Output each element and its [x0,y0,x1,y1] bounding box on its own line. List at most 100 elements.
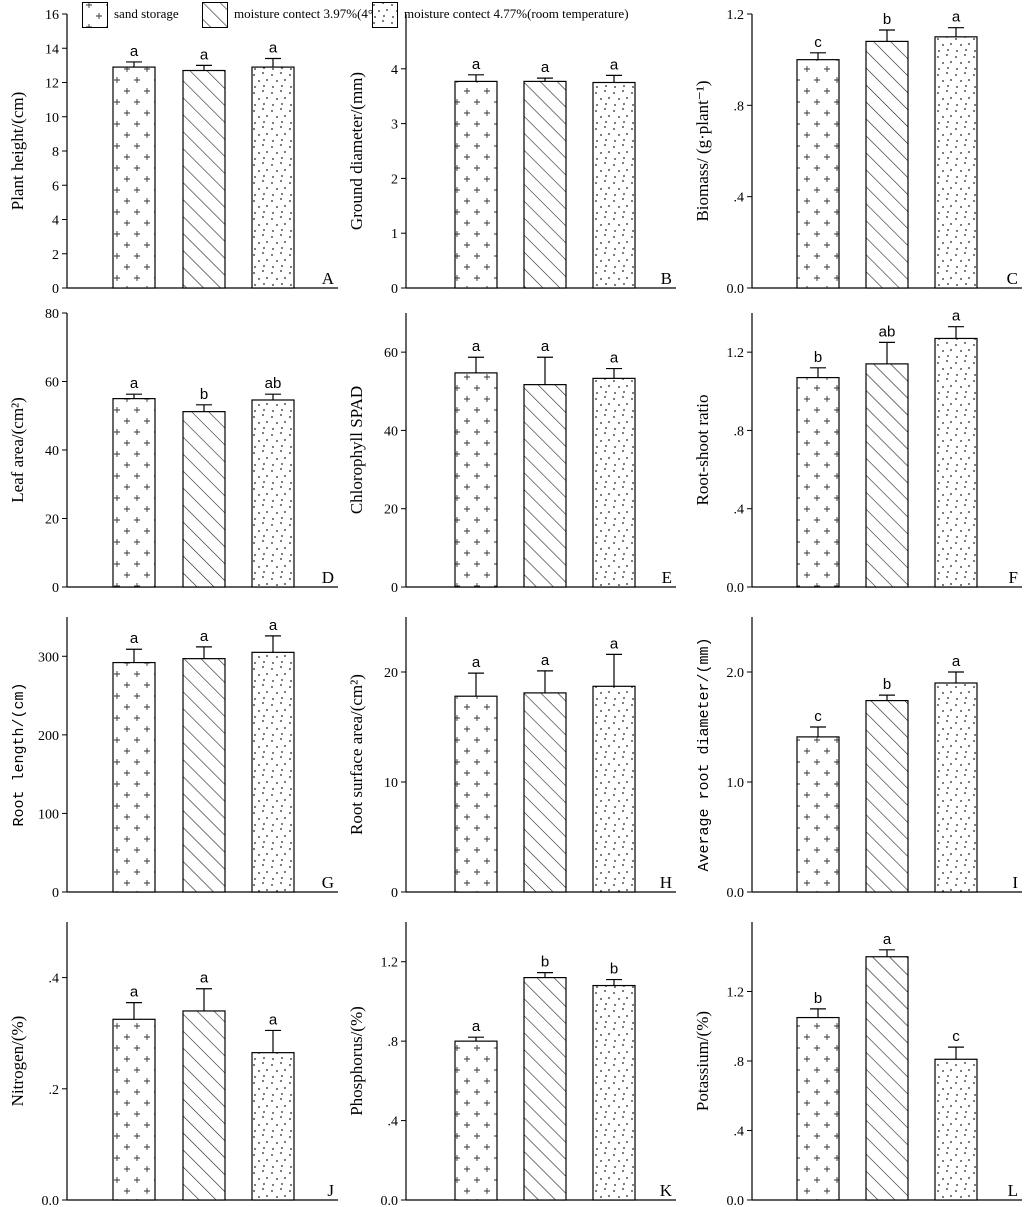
legend-item-moisture-4c: moisture contect 3.97%(4°C) [202,2,386,32]
y-axis-label: Average root diameter/(mm) [696,637,713,871]
panel-label: J [327,1181,334,1200]
bar-moisture-room-temp [251,66,295,289]
y-tick-label: 0.0 [727,886,745,901]
bar-moisture-4c [523,692,567,893]
significance-letter: a [541,338,550,355]
significance-letter: a [541,652,550,669]
y-tick-label: 0 [391,581,398,596]
y-tick-label: 0 [391,886,398,901]
bar-moisture-room-temp [934,1058,978,1201]
error-bar [196,646,212,659]
bar-moisture-room-temp [592,81,636,289]
y-axis-label: Potassium/(%) [693,1011,712,1111]
bar-moisture-4c [182,1010,226,1201]
error-bar [948,671,964,683]
bar-moisture-room-temp [251,1052,295,1201]
y-tick-label: .4 [734,1125,745,1140]
error-bar [606,653,622,687]
y-tick-label: 16 [45,8,59,23]
bar-sand-storage [112,66,156,289]
bar-moisture-4c [865,40,909,289]
legend-item-moisture-room-temp: moisture contect 4.77%(room temperature) [372,2,629,32]
error-bar [468,356,484,373]
significance-letter: a [952,653,961,670]
y-tick-label: 0 [391,282,398,297]
bar-sand-storage [454,695,498,893]
bar-moisture-room-temp [592,685,636,893]
significance-letter: b [814,990,822,1007]
y-tick-label: 0 [52,282,59,297]
error-bar [606,74,622,83]
y-axis-label: Phosphorus/(%) [347,1006,366,1116]
y-tick-label: 3 [391,118,398,133]
y-tick-label: 12 [45,77,59,92]
y-tick-label: 2 [52,248,59,263]
significance-letter: a [200,628,209,645]
significance-letter: a [130,43,139,60]
legend: sand storage moisture contect 3.97%(4°C)… [0,0,1024,36]
error-bar [606,978,622,986]
error-bar [537,77,553,82]
panel-k: 0.0 .4 .8 1.2 Phosphorus/(%) a b b K [347,922,676,1207]
legend-label: sand storage [114,6,179,21]
bar-sand-storage [112,661,156,893]
error-bar [879,949,895,957]
y-tick-label: 100 [38,807,59,822]
panel-label: L [1008,1181,1018,1200]
y-tick-label: 60 [45,376,59,391]
y-tick-label: 10 [45,111,59,126]
error-bar [468,672,484,697]
error-bar [606,367,622,379]
y-tick-label: 0.0 [727,581,745,596]
bar-sand-storage [112,1018,156,1201]
significance-letter: a [610,635,619,652]
bar-moisture-room-temp [251,651,295,893]
y-tick-label: 1.2 [727,8,745,23]
significance-letter: a [130,984,139,1001]
error-bar [810,726,826,737]
panel-f: 0.0 .4 .8 1.2 Root-shoot ratio b ab a F [693,308,1022,596]
error-bar [468,74,484,82]
bar-moisture-4c [182,69,226,289]
significance-letter: a [200,46,209,63]
y-tick-label: 40 [45,444,59,459]
y-tick-label: 200 [38,729,59,744]
significance-letter: b [200,386,208,403]
error-bar [948,27,964,37]
y-tick-label: .8 [734,424,745,439]
y-tick-label: .2 [49,1083,60,1098]
significance-letter: ab [265,375,282,392]
bar-sand-storage [796,1016,840,1201]
panel-g: 0 100 200 300 Root length/(cm) a a a G [11,617,338,901]
bar-moisture-4c [865,363,909,588]
error-bar [196,404,212,412]
significance-letter: a [883,931,892,948]
y-tick-label: 20 [384,503,398,518]
y-tick-label: 1.0 [727,776,745,791]
significance-letter: a [130,375,139,392]
bar-sand-storage [454,80,498,289]
panel-label: B [661,269,672,288]
panel-label: F [1009,568,1018,587]
bar-sand-storage [796,376,840,588]
panel-l: 0.0 .4 .8 1.2 Potassium/(%) b a c L [693,922,1022,1207]
y-tick-label: 4 [52,214,59,229]
y-tick-label: 1.2 [727,346,745,361]
y-tick-label: 1.2 [381,956,399,971]
y-tick-label: 1 [391,227,398,242]
y-tick-label: 0.0 [42,1194,60,1207]
y-axis-label: Root surface area/(cm²) [347,674,366,835]
panel-label: G [322,873,334,892]
significance-letter: a [472,654,481,671]
y-tick-label: .8 [734,1055,745,1070]
bar-sand-storage [454,1040,498,1201]
y-tick-label: 2.0 [727,666,745,681]
y-axis-label: Plant height/(cm) [8,92,27,211]
panel-label: H [660,873,672,892]
y-tick-label: 14 [45,42,59,57]
panel-a: 0 2 4 6 8 10 12 14 16 Plant height/(cm) a a a A [8,8,338,297]
y-axis-label: Biomass/ (g·plant⁻¹) [693,80,712,221]
y-tick-label: 80 [45,307,59,322]
error-bar [810,1008,826,1018]
error-bar [196,988,212,1011]
